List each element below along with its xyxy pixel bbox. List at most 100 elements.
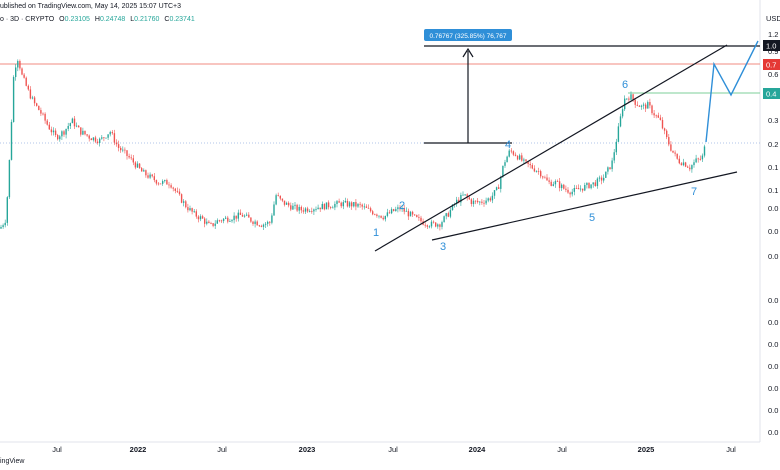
candle-body [554,181,557,185]
candle-body [19,61,21,69]
candle-body [598,177,601,179]
candle-body [235,215,237,219]
candle-body [407,210,410,217]
price-tick-label: 1.2 [768,30,778,39]
candle-body [701,155,704,160]
candle-body [141,168,143,172]
price-tick-label: 0.6 [768,70,778,79]
low-label: L [130,16,135,23]
candle-body [596,178,599,187]
candle-body [502,165,504,177]
candle-body [703,146,706,156]
candle-body [481,201,483,203]
time-tick-label: 2025 [638,445,655,454]
open-value: 0.23105 [64,16,90,23]
candle-body [124,149,126,151]
candle-body [254,221,256,224]
candle-body [548,180,550,182]
price-tick-label: 0.0 [768,384,778,393]
candle-body [325,202,328,210]
candle-body [638,105,641,107]
candle-body [111,132,113,134]
candle-body [397,207,399,210]
candle-body [432,221,435,223]
candle-body [579,188,582,190]
candle-body [533,168,536,172]
candle-body [48,124,50,130]
candle-body [628,98,630,100]
wave-label-4: 4 [505,139,511,151]
candle-body [367,207,370,209]
candle-body [330,207,332,209]
candle-body [12,77,15,122]
candle-body [61,131,63,137]
candle-body [630,94,632,100]
wave-label-3: 3 [440,241,446,253]
candle-body [199,216,202,220]
candle-body [277,195,279,197]
candle-body [487,198,489,201]
candle-body [535,170,538,172]
candles [0,59,706,231]
candle-body [151,174,153,177]
candle-body [38,105,40,111]
candle-body [6,197,8,223]
wave-labels: 1 2 3 4 5 6 7 [373,79,697,253]
candle-body [185,201,187,208]
candle-body [170,185,172,188]
candle-body [388,212,391,214]
candle-body [285,202,288,205]
candle-body [176,190,179,192]
candle-body [693,162,695,166]
candle-body [317,207,319,210]
candle-body [113,133,116,143]
wave-label-7: 7 [691,186,697,198]
candle-body [33,97,36,104]
candle-body [369,208,372,212]
candle-body [134,162,137,168]
candle-body [565,188,567,190]
candle-body [120,147,122,151]
published-text: ublished on TradingView.com, May 14, 202… [0,3,182,10]
candle-body [653,113,655,116]
candle-body [267,221,269,224]
candle-body [697,158,699,160]
candle-body [521,155,523,161]
candle-body [462,194,464,196]
candle-body [537,170,540,172]
price-scale-label: USD [766,14,780,23]
candle-body [384,215,386,220]
candle-body [63,131,65,135]
candle-body [332,207,334,209]
time-tick-label: Jul [388,445,398,454]
candle-body [42,113,44,115]
candle-body [342,202,344,207]
candle-body [680,163,683,166]
candle-body [218,220,221,222]
candle-body [401,207,403,210]
time-tick-label: 2022 [130,445,147,454]
candle-body [516,155,519,160]
candle-body [283,200,286,205]
candle-body [153,176,155,181]
candle-body [632,94,634,100]
price-tag-green: 0.4 [763,88,780,99]
candle-body [605,171,607,178]
candle-body [647,102,649,109]
candle-body [441,222,443,227]
candle-body [27,85,29,90]
candle-body [519,155,521,160]
candle-body [105,137,107,139]
candle-body [399,207,401,210]
candle-body [15,67,17,78]
candle-body [252,221,254,224]
candle-body [655,115,657,117]
candle-body [659,117,662,120]
candle-body [489,198,491,201]
published-line: ublished on TradingView.com, May 14, 202… [0,3,181,10]
candle-body [542,176,544,178]
candle-body [237,212,239,219]
candle-body [40,110,42,114]
